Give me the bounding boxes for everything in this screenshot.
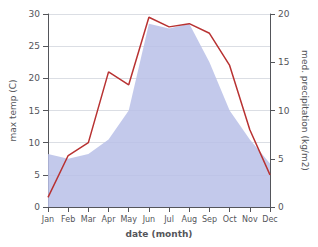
- svg-text:Jul: Jul: [163, 215, 174, 224]
- svg-text:Jan: Jan: [41, 215, 54, 224]
- svg-text:0: 0: [278, 202, 284, 212]
- svg-text:5: 5: [34, 170, 40, 180]
- svg-text:Nov: Nov: [242, 215, 258, 224]
- svg-text:Sep: Sep: [202, 215, 217, 224]
- svg-text:5: 5: [278, 154, 284, 164]
- svg-text:Dec: Dec: [262, 215, 277, 224]
- svg-text:0: 0: [34, 202, 40, 212]
- svg-text:20: 20: [29, 73, 41, 83]
- svg-text:30: 30: [29, 9, 41, 19]
- svg-text:Oct: Oct: [223, 215, 237, 224]
- svg-text:max temp (C): max temp (C): [8, 79, 18, 141]
- svg-text:Aug: Aug: [181, 215, 197, 224]
- svg-text:Jun: Jun: [142, 215, 156, 224]
- svg-text:Feb: Feb: [61, 215, 75, 224]
- svg-text:10: 10: [29, 138, 41, 148]
- svg-text:10: 10: [278, 106, 290, 116]
- svg-text:med. precipitation (kg/m2): med. precipitation (kg/m2): [300, 50, 310, 171]
- svg-text:25: 25: [29, 41, 40, 51]
- svg-text:date (month): date (month): [126, 229, 193, 239]
- svg-text:Apr: Apr: [102, 215, 117, 224]
- svg-text:15: 15: [278, 57, 289, 67]
- svg-text:15: 15: [29, 106, 40, 116]
- svg-text:May: May: [120, 215, 137, 224]
- svg-text:20: 20: [278, 9, 290, 19]
- svg-text:Mar: Mar: [81, 215, 97, 224]
